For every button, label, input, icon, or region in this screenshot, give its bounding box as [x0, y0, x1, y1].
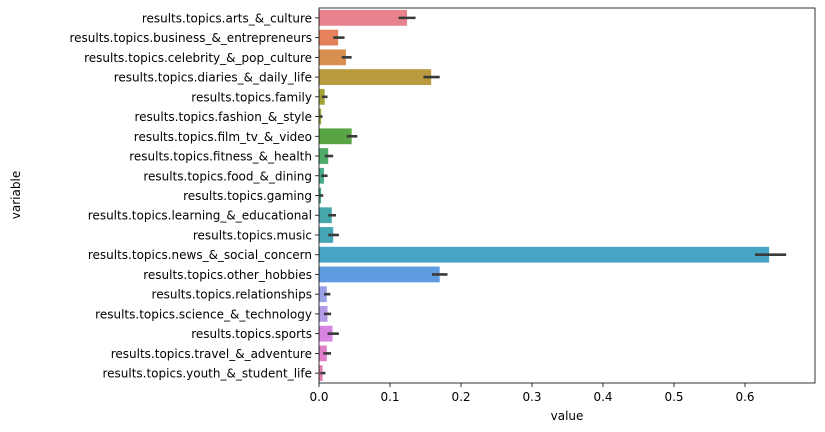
bar [319, 148, 329, 164]
x-tick-label: 0.0 [309, 390, 328, 404]
bar [319, 345, 327, 362]
bar [319, 306, 328, 322]
x-tick-label: 0.6 [735, 390, 754, 404]
y-axis-label: variable [9, 171, 23, 219]
bar [319, 286, 327, 303]
x-tick-labels: 0.0 0.1 0.2 0.3 0.4 0.5 0.6 [309, 383, 755, 404]
bar [319, 49, 346, 66]
bar [319, 227, 334, 243]
y-tick-label: results.topics.business_&_entrepreneurs [69, 31, 312, 45]
y-tick-label: results.topics.celebrity_&_pop_culture [84, 51, 312, 65]
y-tick-label: results.topics.fashion_&_style [134, 110, 312, 124]
bar [319, 29, 339, 46]
error-bars-group [319, 16, 787, 375]
y-tick-label: results.topics.youth_&_student_life [102, 367, 312, 381]
bar [319, 128, 352, 145]
y-tick-labels: results.topics.arts_&_culture results.top… [69, 11, 319, 381]
y-tick-label: results.topics.film_tv_&_video [134, 130, 312, 144]
bar [319, 9, 408, 26]
y-tick-label: results.topics.other_hobbies [143, 268, 312, 282]
bars-group [319, 9, 770, 382]
x-tick-label: 0.1 [380, 390, 399, 404]
y-tick-label: results.topics.relationships [152, 288, 312, 302]
y-tick-label: results.topics.learning_&_educational [88, 209, 312, 223]
y-tick-label: results.topics.travel_&_adventure [111, 347, 312, 361]
axes-frame [318, 7, 816, 384]
y-tick-label: results.topics.arts_&_culture [142, 11, 312, 25]
bar [319, 207, 332, 224]
x-tick-label: 0.4 [593, 390, 612, 404]
x-axis-label: value [551, 409, 584, 423]
x-tick-label: 0.3 [522, 390, 541, 404]
bar [319, 325, 333, 342]
y-tick-label: results.topics.gaming [183, 189, 312, 203]
bar [319, 246, 770, 263]
bar [319, 266, 440, 283]
x-tick-label: 0.2 [451, 390, 470, 404]
y-tick-label: results.topics.science_&_technology [95, 307, 312, 321]
y-tick-label: results.topics.sports [191, 327, 312, 341]
bar [319, 69, 432, 85]
y-tick-label: results.topics.food_&_dining [143, 169, 312, 183]
plot-frame [318, 7, 816, 384]
y-tick-label: results.topics.family [191, 90, 312, 104]
y-tick-label: results.topics.diaries_&_daily_life [114, 71, 312, 85]
y-tick-label: results.topics.fitness_&_health [129, 150, 312, 164]
x-tick-label: 0.5 [664, 390, 683, 404]
y-tick-label: results.topics.news_&_social_concern [88, 248, 312, 262]
y-tick-label: results.topics.music [193, 228, 312, 242]
